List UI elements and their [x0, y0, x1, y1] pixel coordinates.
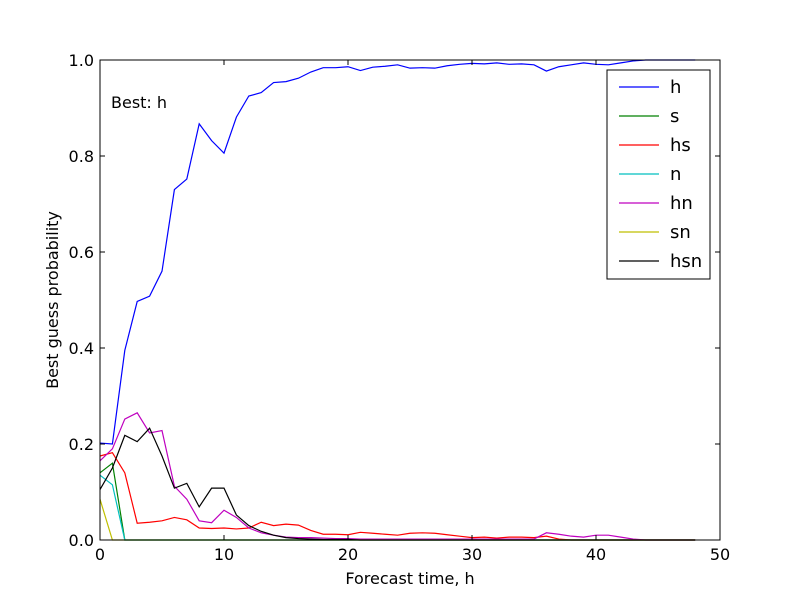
y-tick-label: 0.8: [69, 147, 94, 166]
y-tick-label: 0.4: [69, 339, 94, 358]
legend-label-s: s: [670, 106, 679, 127]
x-tick-label: 20: [338, 545, 358, 564]
y-axis-label: Best guess probability: [43, 211, 62, 389]
best-annotation: Best: h: [111, 93, 167, 112]
x-tick-label: 30: [462, 545, 482, 564]
axis-ticks: 0 10 20 30 40 50 0.0 0.2 0.4 0.6 0.8 1.0: [69, 51, 731, 564]
x-tick-label: 0: [95, 545, 105, 564]
legend-label-hs: hs: [670, 135, 691, 156]
y-tick-label: 0.0: [69, 531, 94, 550]
y-tick-label: 0.6: [69, 243, 94, 262]
y-tick-label: 0.2: [69, 435, 94, 454]
legend-label-h: h: [670, 77, 681, 98]
legend-label-hsn: hsn: [670, 251, 702, 272]
legend-label-hn: hn: [670, 193, 693, 214]
plot-frame: [99, 59, 721, 541]
y-tick-label: 1.0: [69, 51, 94, 70]
legend-label-sn: sn: [670, 222, 691, 243]
x-tick-label: 50: [710, 545, 730, 564]
legend-label-n: n: [670, 164, 681, 185]
x-tick-label: 10: [214, 545, 234, 564]
x-tick-label: 40: [586, 545, 606, 564]
x-axis-label: Forecast time, h: [345, 569, 474, 588]
